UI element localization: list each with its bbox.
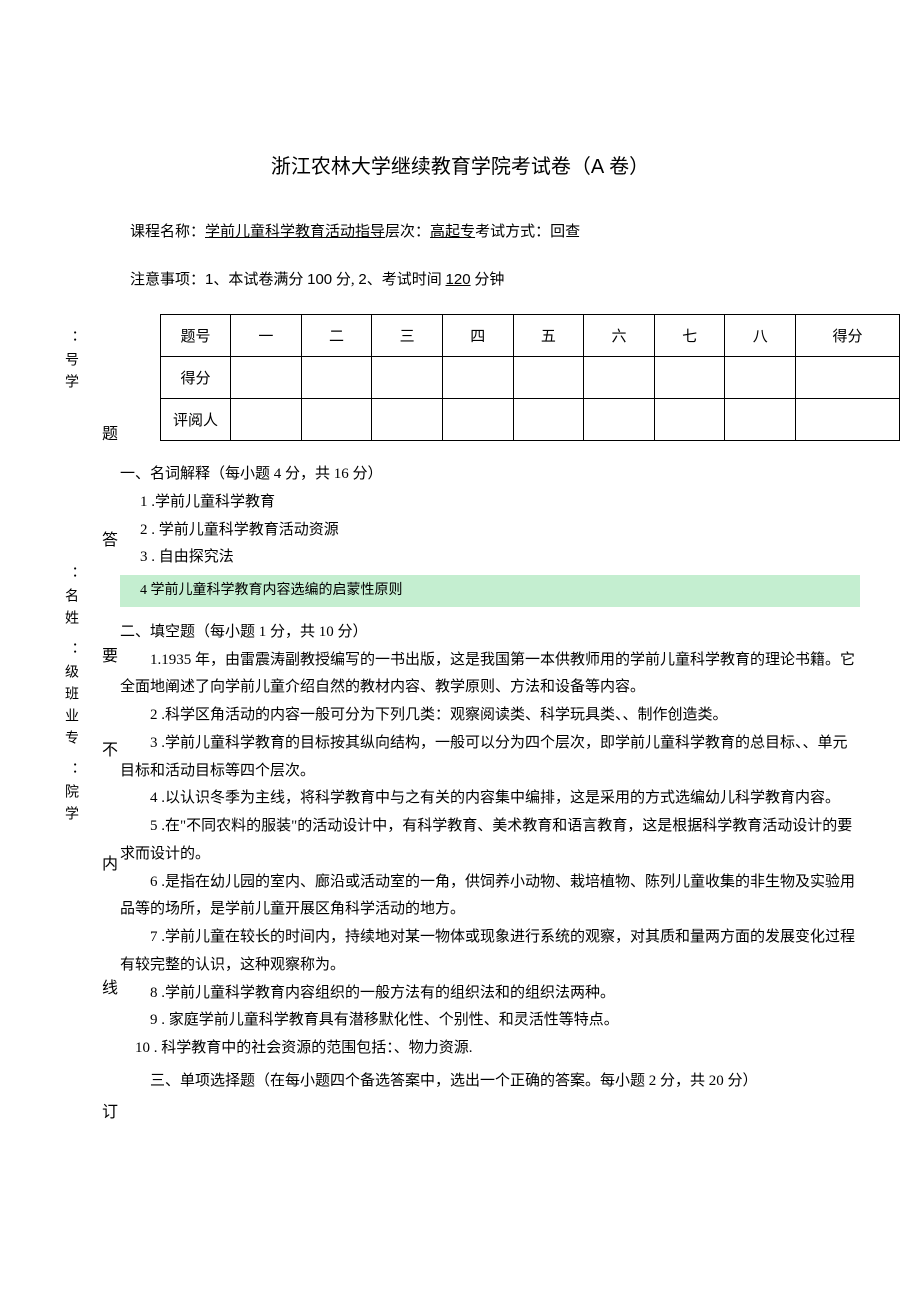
- table-cell: [231, 357, 302, 399]
- char-ding: 订: [102, 1098, 118, 1122]
- table-cell: [301, 357, 372, 399]
- table-header: 三: [372, 315, 443, 357]
- table-header: 四: [442, 315, 513, 357]
- table-header: 二: [301, 315, 372, 357]
- s2-item: 5 .在"不同农料的服装"的活动设计中，有科学教育、美术教育和语言教育，这是根据…: [120, 813, 860, 869]
- s1-q1: 1 .学前儿童科学教育: [120, 489, 860, 517]
- table-cell: [796, 399, 900, 441]
- method-label: 考试方式：: [475, 224, 550, 240]
- course-prefix: 课程名称：: [130, 224, 205, 240]
- char-xian: 线: [102, 974, 118, 998]
- s2-item: 9 . 家庭学前儿童科学教育具有潜移默化性、个别性、和灵活性等特点。: [120, 1007, 860, 1035]
- table-cell: [442, 399, 513, 441]
- table-cell: [513, 357, 584, 399]
- table-cell: [654, 357, 725, 399]
- table-cell: [513, 399, 584, 441]
- s2-item: 3 .学前儿童科学教育的目标按其纵向结构，一般可以分为四个层次，即学前儿童科学教…: [120, 730, 860, 786]
- score-table: 题号 一 二 三 四 五 六 七 八 得分 得分 评阅人: [160, 314, 900, 441]
- notice-item2: 、考试时间: [367, 272, 446, 288]
- class-label: ：级班业专: [60, 642, 80, 752]
- table-header: 七: [654, 315, 725, 357]
- s1-q4-highlight: 4 学前儿童科学教育内容选编的启蒙性原则: [120, 575, 860, 607]
- table-cell: 评阅人: [161, 399, 231, 441]
- char-nei: 内: [102, 850, 118, 874]
- side-labels: ：号学 ：名姓 ：级班业专 ：院学: [50, 330, 90, 868]
- table-header: 得分: [796, 315, 900, 357]
- title-letter: A: [591, 156, 604, 178]
- char-bu: 不: [102, 736, 118, 760]
- notice-duration: 120: [446, 271, 471, 288]
- s1-q3: 3 . 自由探究法: [120, 544, 860, 572]
- table-cell: [725, 399, 796, 441]
- table-cell: [654, 399, 725, 441]
- table-cell: [584, 399, 655, 441]
- table-header-row: 题号 一 二 三 四 五 六 七 八 得分: [161, 315, 900, 357]
- table-cell: [301, 399, 372, 441]
- student-id-label: ：号学: [60, 330, 80, 396]
- section3-title: 三、单项选择题（在每小题四个备选答案中，选出一个正确的答案。每小题 2 分，共 …: [120, 1068, 860, 1096]
- page-title: 浙江农林大学继续教育学院考试卷（A 卷）: [60, 150, 860, 179]
- table-header: 五: [513, 315, 584, 357]
- notice-item1: 、本试卷满分: [213, 272, 307, 288]
- section2-title: 二、填空题（每小题 1 分，共 10 分）: [120, 619, 860, 647]
- table-cell: [231, 399, 302, 441]
- table-cell: [442, 357, 513, 399]
- notice-score: 100: [307, 271, 332, 288]
- table-cell: [725, 357, 796, 399]
- s2-item: 1.1935 年，由雷震涛副教授编写的一书出版，这是我国第一本供教师用的学前儿童…: [120, 647, 860, 703]
- table-row: 评阅人: [161, 399, 900, 441]
- table-cell: [796, 357, 900, 399]
- course-info-line: 课程名称：学前儿童科学教育活动指导层次：高起专考试方式：回查: [130, 219, 860, 246]
- s2-item: 8 .学前儿童科学教育内容组织的一般方法有的组织法和的组织法两种。: [120, 980, 860, 1008]
- s1-q2: 2 . 学前儿童科学教育活动资源: [120, 517, 860, 545]
- s2-item: 10 . 科学教育中的社会资源的范围包括：、物力资源.: [120, 1035, 860, 1063]
- section2-content: 1.1935 年，由雷震涛副教授编写的一书出版，这是我国第一本供教师用的学前儿童…: [120, 647, 860, 1063]
- method-value: 回查: [550, 224, 580, 240]
- notice-score-suffix: 分,: [332, 272, 358, 288]
- exam-content: 一、名词解释（每小题 4 分，共 16 分） 1 .学前儿童科学教育 2 . 学…: [120, 461, 860, 1096]
- table-header: 题号: [161, 315, 231, 357]
- dept-label: ：院学: [60, 762, 80, 828]
- char-yao: 要: [102, 642, 118, 666]
- char-da: 答: [102, 526, 118, 550]
- title-suffix: 卷）: [604, 156, 649, 178]
- table-cell: [372, 399, 443, 441]
- exam-page: ：号学 ：名姓 ：级班业专 ：院学 题 答 要 不 内 线 订 浙江农林大学继续…: [0, 0, 920, 1156]
- s2-item: 2 .科学区角活动的内容一般可分为下列几类：观察阅读类、科学玩具类、、制作创造类…: [120, 702, 860, 730]
- header-info: 课程名称：学前儿童科学教育活动指导层次：高起专考试方式：回查 注意事项：1、本试…: [130, 219, 860, 294]
- char-ti: 题: [102, 420, 118, 444]
- level-value: 高起专: [430, 224, 475, 240]
- table-header: 八: [725, 315, 796, 357]
- course-name: 学前儿童科学教育活动指导: [205, 224, 385, 240]
- s2-item: 7 .学前儿童在较长的时间内，持续地对某一物体或现象进行系统的观察，对其质和量两…: [120, 924, 860, 980]
- table-header: 六: [584, 315, 655, 357]
- s2-item: 6 .是指在幼儿园的室内、廊沿或活动室的一角，供饲养小动物、栽培植物、陈列儿童收…: [120, 869, 860, 925]
- notice-line: 注意事项：1、本试卷满分 100 分, 2、考试时间 120 分钟: [130, 266, 860, 294]
- name-label: ：名姓: [60, 566, 80, 632]
- level-label: 层次：: [385, 224, 430, 240]
- notice-prefix: 注意事项：: [130, 272, 205, 288]
- table-header: 一: [231, 315, 302, 357]
- table-cell: [372, 357, 443, 399]
- title-prefix: 浙江农林大学继续教育学院考试卷（: [271, 156, 591, 178]
- table-row: 得分: [161, 357, 900, 399]
- notice-duration-suffix: 分钟: [471, 272, 505, 288]
- table-cell: 得分: [161, 357, 231, 399]
- binding-line-chars: 题 答 要 不 内 线 订: [95, 420, 125, 1122]
- notice-item2-num: 2: [358, 271, 366, 288]
- section1-title: 一、名词解释（每小题 4 分，共 16 分）: [120, 461, 860, 489]
- table-cell: [584, 357, 655, 399]
- s2-item: 4 .以认识冬季为主线，将科学教育中与之有关的内容集中编排，这是采用的方式选编幼…: [120, 785, 860, 813]
